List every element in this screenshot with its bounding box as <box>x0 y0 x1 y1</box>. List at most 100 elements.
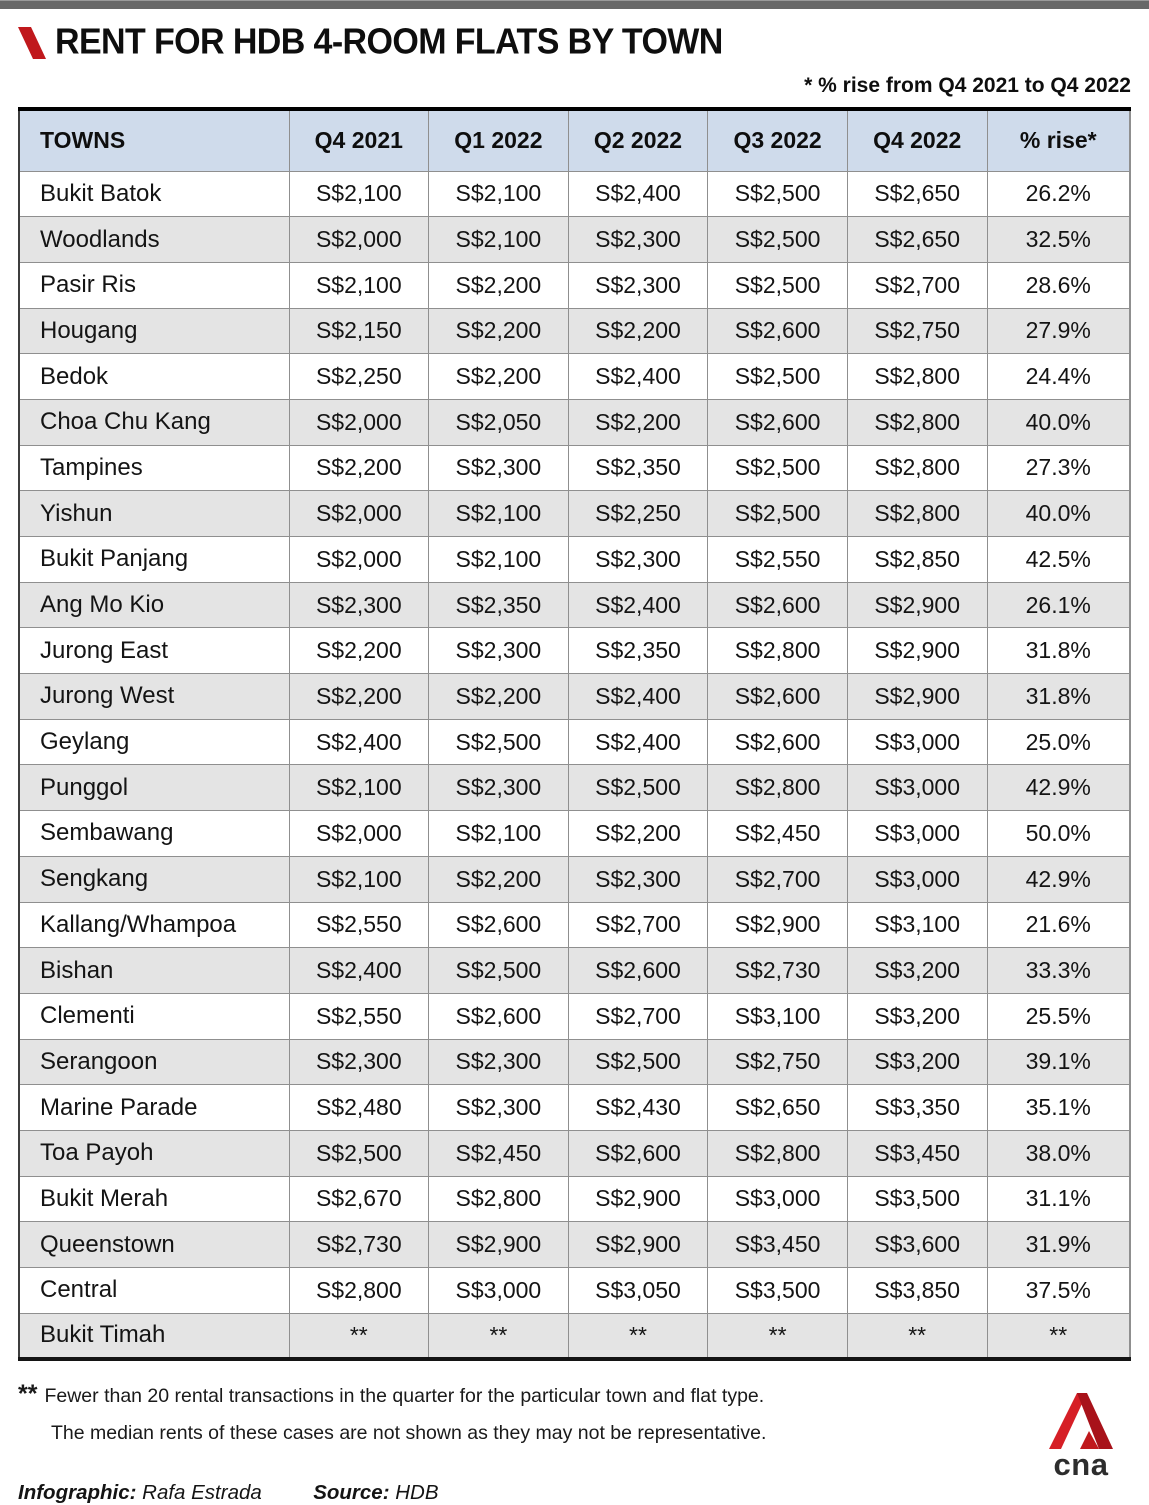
rent-cell: S$2,350 <box>567 627 709 675</box>
column-header-4: Q3 2022 <box>707 108 848 172</box>
rent-cell: S$2,750 <box>707 1038 848 1086</box>
rent-cell: S$2,600 <box>707 718 848 766</box>
rent-cell: S$2,550 <box>288 992 430 1040</box>
page-title: RENT FOR HDB 4-ROOM FLATS BY TOWN <box>55 22 723 62</box>
table-row: Sembawang S$2,000 S$2,100 S$2,200 S$2,450 S$3… <box>18 810 1131 857</box>
rent-table: TOWNS Q4 2021 Q1 2022 Q2 2022 Q3 2022 Q4 2022… <box>18 107 1131 1361</box>
rent-cell: S$2,200 <box>567 398 709 446</box>
rent-cell: S$3,500 <box>707 1267 848 1314</box>
rent-cell: ** <box>567 1312 709 1360</box>
table-row: Tampines S$2,200 S$2,300 S$2,350 S$2,500 S$2,… <box>18 444 1131 492</box>
rent-cell: S$2,250 <box>567 490 709 537</box>
rent-cell: ** <box>707 1312 848 1360</box>
rise-cell: 28.6% <box>986 261 1131 309</box>
rent-cell: S$3,450 <box>846 1129 988 1177</box>
rise-cell: 32.5% <box>986 216 1131 263</box>
rent-cell: S$2,900 <box>567 1221 709 1268</box>
rent-cell: S$3,000 <box>846 810 988 857</box>
town-cell: Woodlands <box>18 216 290 263</box>
rent-cell: S$2,730 <box>707 947 848 994</box>
footnote-text-2: The median rents of these cases are not … <box>51 1421 767 1444</box>
rent-cell: S$3,350 <box>846 1084 988 1131</box>
bottom-section: ** Fewer than 20 rental transactions in … <box>18 1379 1131 1505</box>
infographic: RENT FOR HDB 4-ROOM FLATS BY TOWN * % ri… <box>0 22 1149 1505</box>
cna-logo-icon <box>1049 1392 1113 1449</box>
rent-cell: ** <box>846 1312 988 1360</box>
footnote-marker: ** <box>18 1379 38 1408</box>
column-header-6: % rise* <box>986 108 1131 172</box>
table-row: Woodlands S$2,000 S$2,100 S$2,300 S$2,500 S$2… <box>18 216 1131 263</box>
table-row: Sengkang S$2,100 S$2,200 S$2,300 S$2,700 S$3,… <box>18 855 1131 903</box>
rent-cell: S$2,300 <box>428 1038 569 1086</box>
rent-cell: S$3,450 <box>707 1221 848 1268</box>
rent-cell: S$2,800 <box>707 764 848 812</box>
rent-cell: S$3,000 <box>428 1267 569 1314</box>
rent-cell: S$2,600 <box>707 581 848 629</box>
rent-cell: S$2,600 <box>567 947 709 994</box>
town-cell: Sengkang <box>18 855 290 903</box>
town-cell: Marine Parade <box>18 1084 290 1131</box>
town-cell: Queenstown <box>18 1221 290 1268</box>
rent-cell: S$2,100 <box>288 855 430 903</box>
rent-cell: S$2,800 <box>846 398 988 446</box>
column-header-3: Q2 2022 <box>567 108 709 172</box>
table-row: Jurong West S$2,200 S$2,200 S$2,400 S$2,600 S… <box>18 673 1131 720</box>
town-cell: Central <box>18 1267 290 1314</box>
rent-cell: S$3,000 <box>846 855 988 903</box>
rent-cell: S$2,100 <box>428 810 569 857</box>
rent-cell: S$2,200 <box>567 810 709 857</box>
rent-cell: ** <box>288 1312 430 1360</box>
rent-cell: S$2,200 <box>428 307 569 355</box>
rise-cell: 40.0% <box>986 398 1131 446</box>
rent-cell: S$2,300 <box>288 581 430 629</box>
rent-cell: S$2,100 <box>428 536 569 583</box>
rent-cell: S$2,450 <box>707 810 848 857</box>
table-row: Bukit Batok S$2,100 S$2,100 S$2,400 S$2,500 S… <box>18 170 1131 218</box>
town-cell: Bishan <box>18 947 290 994</box>
rise-cell: 31.8% <box>986 673 1131 720</box>
rise-cell: 25.0% <box>986 718 1131 766</box>
rent-cell: S$2,300 <box>428 444 569 492</box>
rise-cell: 31.9% <box>986 1221 1131 1268</box>
town-cell: Tampines <box>18 444 290 492</box>
rent-cell: S$2,500 <box>707 170 848 218</box>
rent-cell: S$2,200 <box>288 627 430 675</box>
rent-cell: S$2,800 <box>288 1267 430 1314</box>
rent-cell: S$2,600 <box>707 673 848 720</box>
rise-cell: 39.1% <box>986 1038 1131 1086</box>
rent-cell: S$2,350 <box>567 444 709 492</box>
rent-cell: S$2,480 <box>288 1084 430 1131</box>
rent-cell: S$3,850 <box>846 1267 988 1314</box>
town-cell: Yishun <box>18 490 290 537</box>
rent-cell: S$2,800 <box>846 490 988 537</box>
rent-cell: S$2,500 <box>707 444 848 492</box>
red-slash-icon <box>18 26 46 59</box>
rent-cell: S$2,400 <box>567 170 709 218</box>
rent-cell: S$2,400 <box>288 947 430 994</box>
cna-logo: cna <box>1031 1391 1131 1505</box>
rent-cell: S$2,700 <box>567 901 709 949</box>
table-row: Queenstown S$2,730 S$2,900 S$2,900 S$3,450 S$… <box>18 1221 1131 1268</box>
rent-cell: S$2,750 <box>846 307 988 355</box>
rent-cell: S$2,000 <box>288 398 430 446</box>
column-header-5: Q4 2022 <box>846 108 988 172</box>
rent-cell: S$2,500 <box>707 216 848 263</box>
rent-cell: S$2,900 <box>428 1221 569 1268</box>
town-cell: Pasir Ris <box>18 261 290 309</box>
rise-cell: 21.6% <box>986 901 1131 949</box>
rent-cell: S$2,800 <box>707 627 848 675</box>
rent-cell: S$2,400 <box>567 581 709 629</box>
rent-cell: S$2,650 <box>707 1084 848 1131</box>
table-row: Bukit Panjang S$2,000 S$2,100 S$2,300 S$2,55… <box>18 536 1131 583</box>
rise-cell: 24.4% <box>986 353 1131 400</box>
rent-cell: S$2,200 <box>288 444 430 492</box>
rent-cell: S$2,200 <box>288 673 430 720</box>
footnote-line-1: ** Fewer than 20 rental transactions in … <box>18 1379 766 1410</box>
rent-cell: S$3,200 <box>846 947 988 994</box>
credits: Infographic: Rafa Estrada Source: HDB <box>18 1481 766 1505</box>
rent-cell: S$2,650 <box>846 170 988 218</box>
rent-cell: S$2,050 <box>428 398 569 446</box>
table-row: Marine Parade S$2,480 S$2,300 S$2,430 S$2,65… <box>18 1084 1131 1131</box>
rent-cell: S$3,100 <box>707 992 848 1040</box>
rent-cell: S$2,350 <box>428 581 569 629</box>
